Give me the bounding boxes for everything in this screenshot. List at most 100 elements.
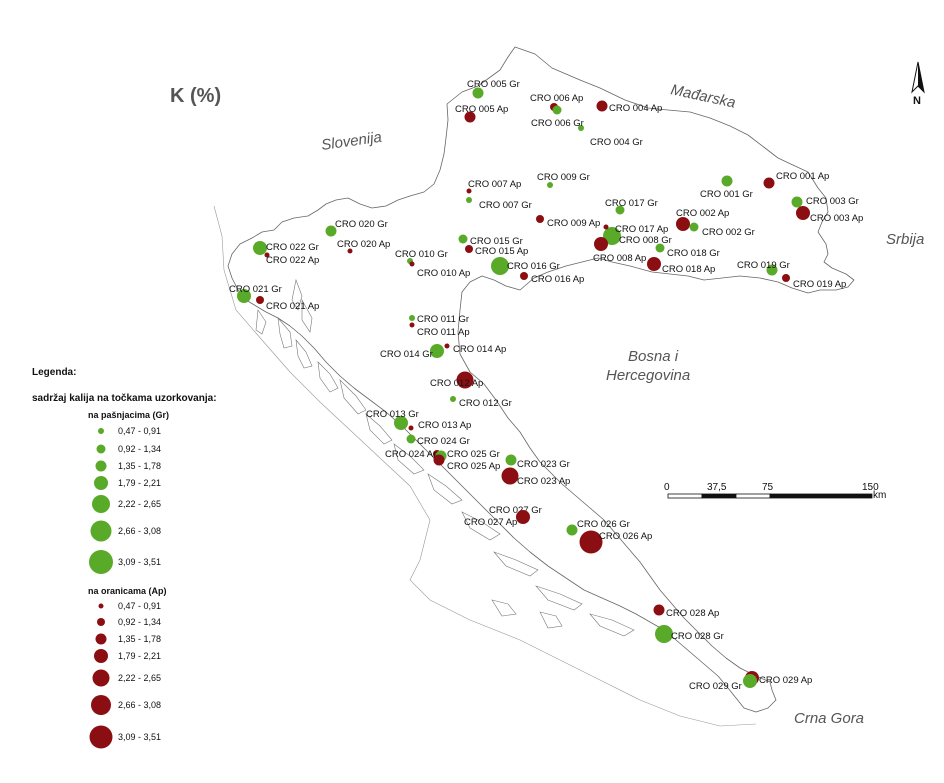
cro-021-ap-marker[interactable] — [256, 296, 264, 304]
legend-gr-symbol-3 — [95, 460, 107, 472]
cro-022-gr-label: CRO 022 Gr — [266, 242, 319, 253]
legend-gr-symbol-4 — [94, 476, 108, 490]
cro-003-gr-marker[interactable] — [791, 196, 803, 208]
legend-ap-label-3: 1,35 - 1,78 — [118, 634, 161, 644]
cro-023-ap-marker[interactable] — [501, 467, 519, 485]
country-label-serbia: Srbija — [886, 231, 924, 248]
legend-gr-symbol-7 — [89, 550, 113, 574]
cro-003-ap-marker[interactable] — [796, 206, 810, 220]
cro-021-ap-label: CRO 021 Ap — [266, 301, 319, 312]
cro-017-ap-marker[interactable] — [603, 224, 609, 230]
cro-026-gr-marker[interactable] — [566, 524, 578, 536]
cro-017-gr-label: CRO 017 Gr — [605, 198, 658, 209]
scale-unit: km — [873, 490, 886, 501]
cro-001-ap-marker[interactable] — [763, 177, 775, 189]
north-arrow-icon: N — [911, 61, 925, 107]
cro-005-gr-marker[interactable] — [472, 87, 484, 99]
cro-023-gr-marker[interactable] — [505, 454, 517, 466]
cro-026-ap-marker[interactable] — [579, 530, 603, 554]
cro-005-ap-marker[interactable] — [464, 111, 476, 123]
cro-027-ap-marker[interactable] — [516, 510, 530, 524]
cro-013-ap-marker[interactable] — [408, 425, 414, 431]
cro-008-gr-marker[interactable] — [603, 227, 621, 245]
cro-019-gr-marker[interactable] — [766, 264, 778, 276]
cro-016-gr-marker[interactable] — [491, 257, 509, 275]
north-label: N — [913, 95, 921, 107]
legend-gr-label-1: 0,47 - 0,91 — [118, 426, 161, 436]
legend-gr-label-3: 1,35 - 1,78 — [118, 461, 161, 471]
cro-021-gr-marker[interactable] — [237, 289, 251, 303]
legend-gr-symbol-2 — [96, 444, 106, 454]
cro-013-ap-label: CRO 013 Ap — [418, 420, 471, 431]
cro-014-gr-marker[interactable] — [430, 344, 444, 358]
cro-018-ap-marker[interactable] — [647, 257, 661, 271]
cro-001-gr-marker[interactable] — [721, 175, 733, 187]
cro-025-ap-label: CRO 025 Ap — [447, 461, 500, 472]
cro-014-ap-marker[interactable] — [444, 343, 450, 349]
cro-006-ap-label: CRO 006 Ap — [530, 93, 583, 104]
cro-020-ap-marker[interactable] — [347, 248, 353, 254]
legend-ap-symbol-2 — [97, 618, 105, 626]
cro-013-gr-marker[interactable] — [394, 416, 408, 430]
legend-ap-label-4: 1,79 - 2,21 — [118, 651, 161, 661]
legend-ap-symbol-1 — [98, 603, 104, 609]
cro-013-gr-label: CRO 013 Gr — [366, 409, 419, 420]
cro-009-gr-marker[interactable] — [547, 182, 553, 188]
cro-010-gr-label: CRO 010 Gr — [395, 249, 448, 260]
cro-015-gr-marker[interactable] — [458, 234, 468, 244]
cro-007-ap-marker[interactable] — [466, 188, 472, 194]
cro-009-ap-marker[interactable] — [536, 215, 544, 223]
cro-025-ap-marker[interactable] — [433, 454, 445, 466]
cro-015-ap-marker[interactable] — [465, 245, 473, 253]
cro-017-gr-marker[interactable] — [615, 205, 625, 215]
cro-006-gr-marker[interactable] — [552, 105, 562, 115]
legend-gr-label-7: 3,09 - 3,51 — [118, 557, 161, 567]
legend-ap-label-7: 3,09 - 3,51 — [118, 732, 161, 742]
cro-024-gr-marker[interactable] — [406, 434, 416, 444]
legend-ap-symbol-5 — [92, 669, 110, 687]
cro-002-ap-marker[interactable] — [676, 217, 690, 231]
cro-004-ap-marker[interactable] — [596, 100, 608, 112]
legend-gr-symbol-1 — [98, 428, 104, 434]
cro-018-gr-marker[interactable] — [655, 243, 665, 253]
cro-001-ap-label: CRO 001 Ap — [776, 171, 829, 182]
cro-023-ap-label: CRO 023 Ap — [517, 476, 570, 487]
legend-gr-symbol-6 — [90, 520, 112, 542]
cro-002-gr-marker[interactable] — [689, 222, 699, 232]
cro-006-gr-label: CRO 006 Gr — [531, 118, 584, 129]
cro-011-ap-marker[interactable] — [409, 322, 415, 328]
cro-022-gr-marker[interactable] — [253, 241, 267, 255]
cro-029-gr-marker[interactable] — [743, 674, 757, 688]
cro-007-gr-label: CRO 007 Gr — [479, 200, 532, 211]
legend-ap-symbol-4 — [94, 649, 108, 663]
cro-005-ap-label: CRO 005 Ap — [455, 104, 508, 115]
legend-gr-symbol-5 — [92, 495, 110, 513]
cro-012-ap-marker[interactable] — [456, 371, 474, 389]
cro-016-ap-marker[interactable] — [520, 272, 528, 280]
cro-012-gr-marker[interactable] — [450, 396, 456, 402]
cro-008-gr-label: CRO 008 Gr — [619, 235, 672, 246]
cro-002-gr-label: CRO 002 Gr — [702, 227, 755, 238]
cro-016-ap-label: CRO 016 Ap — [531, 274, 584, 285]
cro-020-gr-marker[interactable] — [325, 225, 337, 237]
cro-002-ap-label: CRO 002 Ap — [676, 208, 729, 219]
cro-024-ap-label: CRO 024 Ap — [385, 449, 438, 460]
cro-007-gr-marker[interactable] — [466, 197, 472, 203]
cro-007-ap-label: CRO 007 Ap — [468, 179, 521, 190]
scale-tick-3: 150 — [862, 482, 879, 493]
cro-019-ap-label: CRO 019 Ap — [793, 279, 846, 290]
cro-028-gr-marker[interactable] — [655, 625, 673, 643]
scale-bar: 0 37,5 75 150 km — [664, 482, 886, 501]
cro-008-ap-marker[interactable] — [594, 237, 608, 251]
sea-boundary — [213, 205, 757, 727]
cro-019-ap-marker[interactable] — [782, 274, 790, 282]
cro-022-ap-marker[interactable] — [264, 252, 270, 258]
legend-gr-label-4: 1,79 - 2,21 — [118, 478, 161, 488]
cro-011-gr-marker[interactable] — [409, 315, 415, 321]
cro-020-gr-label: CRO 020 Gr — [335, 219, 388, 230]
cro-010-ap-marker[interactable] — [409, 261, 415, 267]
cro-026-gr-label: CRO 026 Gr — [577, 519, 630, 530]
country-label-bosnia-1: Bosna i — [628, 348, 679, 365]
cro-004-gr-marker[interactable] — [578, 125, 584, 131]
cro-028-ap-marker[interactable] — [653, 604, 665, 616]
